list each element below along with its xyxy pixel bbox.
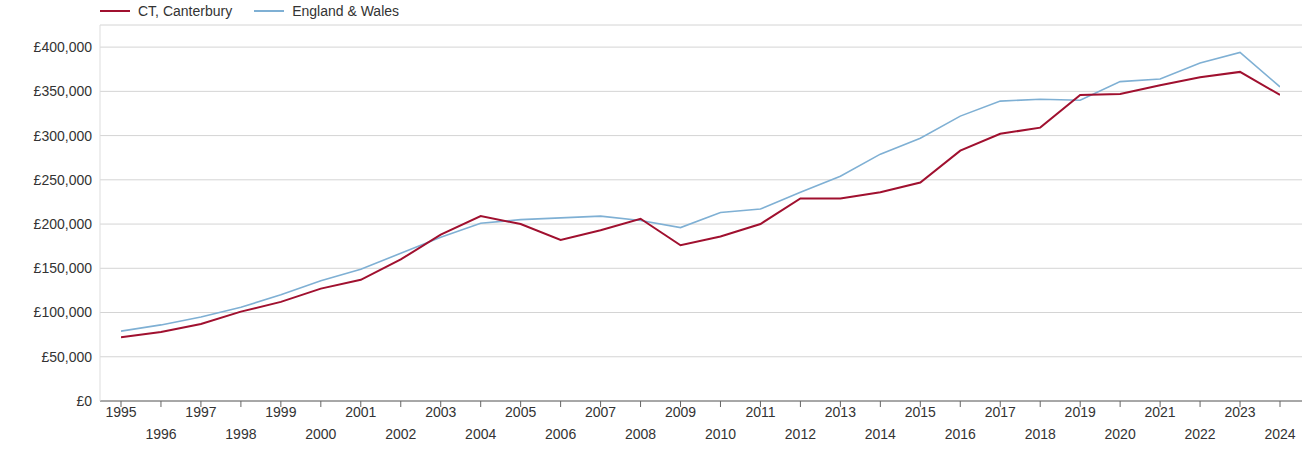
svg-text:2001: 2001 — [345, 404, 376, 420]
svg-text:2014: 2014 — [865, 426, 896, 442]
svg-text:2012: 2012 — [785, 426, 816, 442]
svg-text:1999: 1999 — [265, 404, 296, 420]
svg-text:2024: 2024 — [1264, 426, 1295, 442]
svg-text:2003: 2003 — [425, 404, 456, 420]
svg-text:2010: 2010 — [705, 426, 736, 442]
svg-text:2023: 2023 — [1224, 404, 1255, 420]
svg-text:2017: 2017 — [985, 404, 1016, 420]
svg-text:2002: 2002 — [385, 426, 416, 442]
svg-text:2007: 2007 — [585, 404, 616, 420]
svg-text:2009: 2009 — [665, 404, 696, 420]
svg-text:2006: 2006 — [545, 426, 576, 442]
svg-text:£350,000: £350,000 — [34, 83, 93, 99]
svg-text:£300,000: £300,000 — [34, 128, 93, 144]
svg-text:2004: 2004 — [465, 426, 496, 442]
svg-text:1998: 1998 — [225, 426, 256, 442]
svg-text:2021: 2021 — [1145, 404, 1176, 420]
svg-text:2011: 2011 — [745, 404, 775, 420]
svg-text:2016: 2016 — [945, 426, 976, 442]
svg-text:2005: 2005 — [505, 404, 536, 420]
svg-text:2000: 2000 — [305, 426, 336, 442]
svg-text:2019: 2019 — [1065, 404, 1096, 420]
svg-text:2018: 2018 — [1025, 426, 1056, 442]
svg-text:2008: 2008 — [625, 426, 656, 442]
svg-text:£0: £0 — [76, 393, 92, 409]
svg-text:£400,000: £400,000 — [34, 39, 93, 55]
svg-text:2020: 2020 — [1105, 426, 1136, 442]
svg-text:1997: 1997 — [185, 404, 216, 420]
svg-text:2022: 2022 — [1184, 426, 1215, 442]
svg-text:£250,000: £250,000 — [34, 172, 93, 188]
svg-text:£150,000: £150,000 — [34, 260, 93, 276]
svg-text:£50,000: £50,000 — [41, 349, 92, 365]
html-text:England & Wales: England & Wales — [292, 3, 399, 19]
svg-text:£100,000: £100,000 — [34, 304, 93, 320]
svg-text:2015: 2015 — [905, 404, 936, 420]
svg-text:£200,000: £200,000 — [34, 216, 93, 232]
svg-text:1995: 1995 — [105, 404, 136, 420]
html-text:CT, Canterbury: CT, Canterbury — [138, 3, 233, 19]
svg-text:2013: 2013 — [825, 404, 856, 420]
svg-text:1996: 1996 — [145, 426, 176, 442]
